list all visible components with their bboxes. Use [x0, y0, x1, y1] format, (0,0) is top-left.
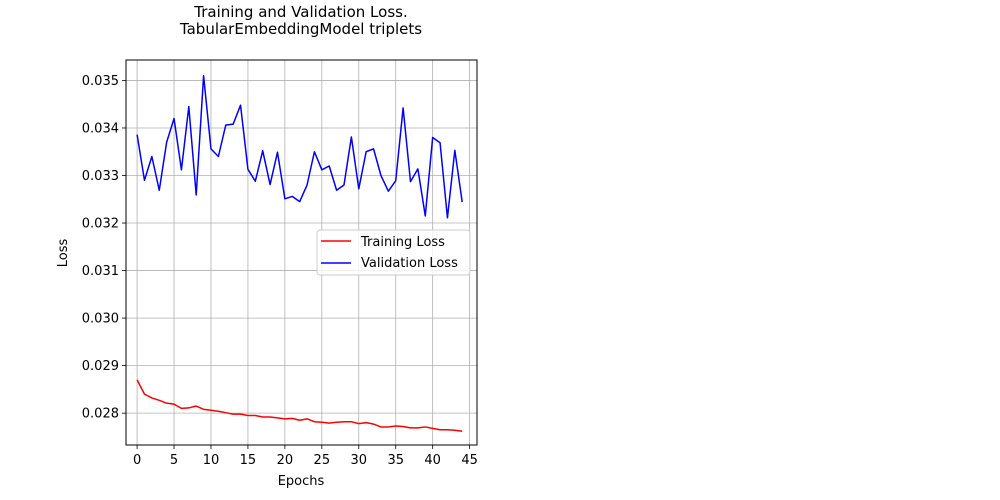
- y-tick-label: 0.032: [82, 217, 119, 232]
- legend-label-validation: Validation Loss: [361, 256, 458, 271]
- x-tick-label: 5: [170, 453, 178, 468]
- y-tick-label: 0.035: [82, 74, 119, 89]
- x-axis-label: Epochs: [278, 474, 325, 489]
- training-loss-line: [136, 379, 463, 432]
- legend-label-training: Training Loss: [360, 235, 445, 250]
- y-tick-label: 0.030: [82, 312, 119, 327]
- y-axis: 0.028 0.029 0.030 0.031 0.032 0.033 0.034 0.035: [82, 74, 126, 422]
- x-tick-label: 0: [133, 453, 141, 468]
- y-tick-label: 0.034: [82, 121, 119, 136]
- chart-title-line-2: TabularEmbeddingModel triplets: [179, 20, 422, 38]
- legend-box: [316, 229, 471, 276]
- chart-title-line-1: Training and Validation Loss.: [193, 3, 407, 21]
- x-tick-label: 35: [387, 453, 404, 468]
- y-tick-label: 0.029: [82, 359, 119, 374]
- y-axis-label: Loss: [56, 239, 71, 268]
- y-tick-label: 0.033: [82, 169, 119, 184]
- x-tick-label: 15: [240, 453, 257, 468]
- x-tick-label: 45: [461, 453, 478, 468]
- x-axis: 0 5 10 15 20 25 30 35 40 45: [133, 445, 478, 468]
- legend: Training Loss Validation Loss: [316, 229, 471, 276]
- data-lines: [136, 74, 463, 432]
- x-tick-label: 10: [203, 453, 220, 468]
- x-tick-label: 20: [277, 453, 294, 468]
- y-tick-label: 0.031: [82, 264, 119, 279]
- x-tick-label: 30: [350, 453, 367, 468]
- validation-loss-line: [136, 74, 463, 219]
- x-tick-label: 40: [424, 453, 441, 468]
- x-tick-label: 25: [314, 453, 331, 468]
- y-tick-label: 0.028: [82, 407, 119, 422]
- plot-frame: [125, 59, 478, 446]
